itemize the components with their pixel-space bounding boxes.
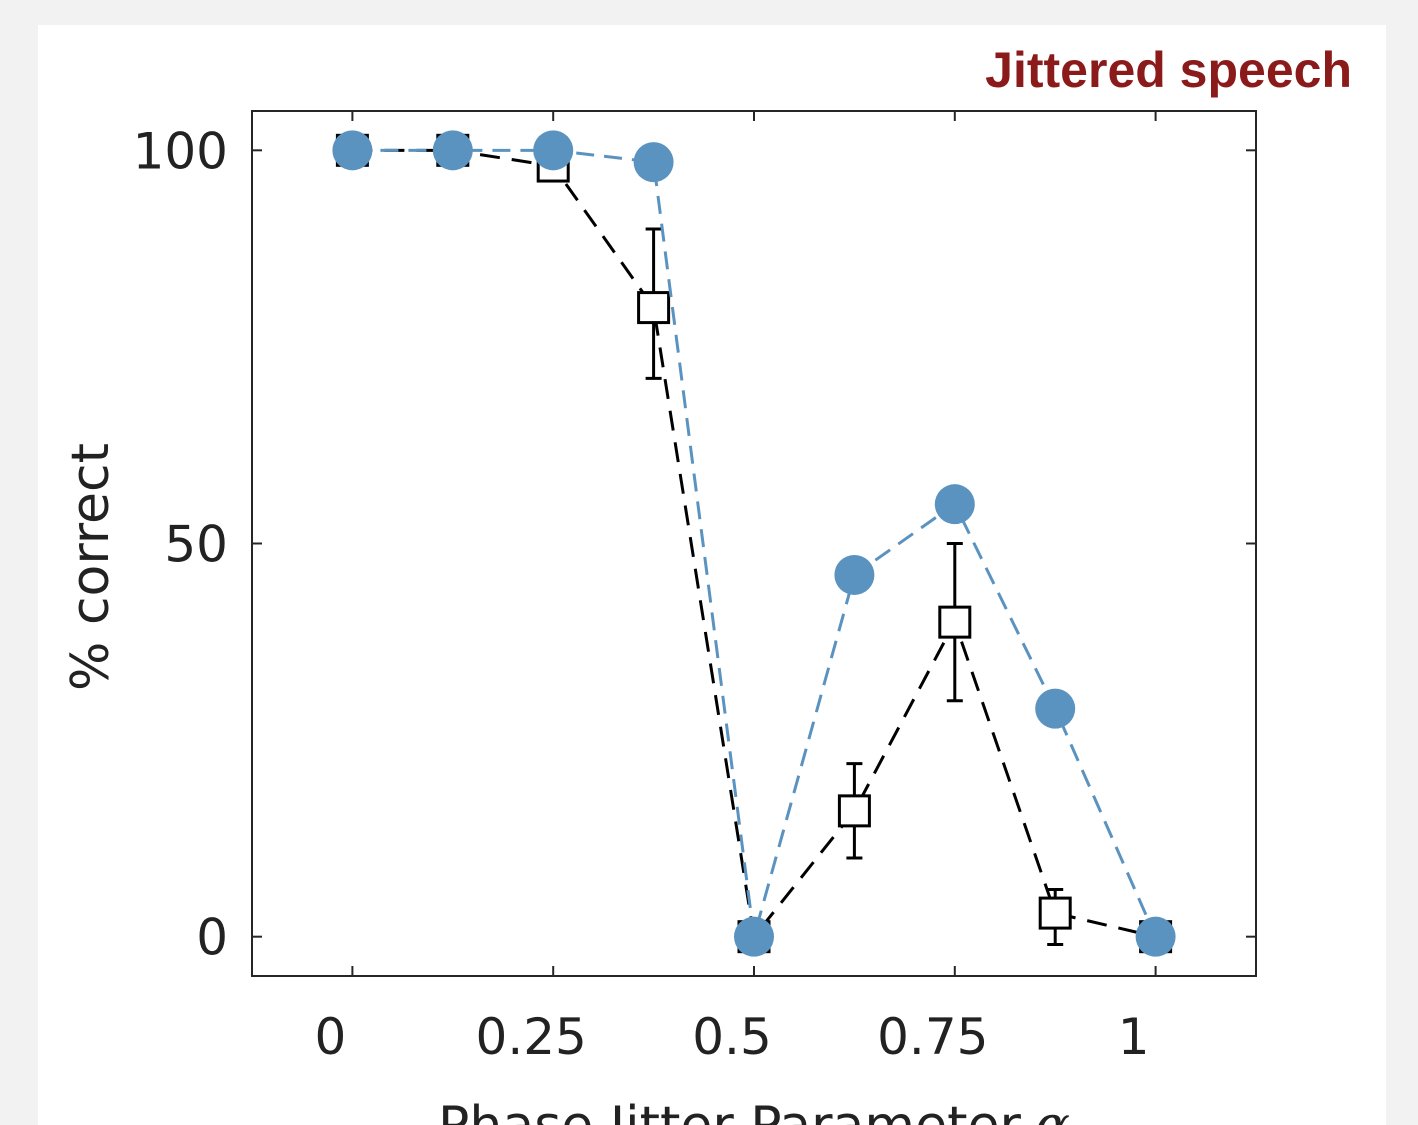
x-axis-label-text: Phase Jitter Parameter [438, 1096, 1021, 1125]
y-axis-label: % correct [61, 443, 121, 691]
circle-marker [633, 142, 674, 183]
x-tick-label: 0.75 [877, 1008, 988, 1066]
x-tick-label: 0 [314, 1008, 346, 1066]
circle-marker [432, 130, 473, 171]
series-0-line [352, 148, 1156, 941]
x-tick-label: 1 [1118, 1008, 1150, 1066]
plot-frame [251, 110, 1257, 977]
circle-marker [1035, 688, 1076, 729]
square-marker [938, 605, 972, 639]
figure-panel: Jittered speech 0 0.25 0.5 0.75 1 0 50 100 % co… [38, 25, 1386, 1125]
circle-marker [533, 130, 574, 171]
x-axis-label: Phase Jitter Parameter α [438, 1096, 1070, 1125]
square-marker [637, 291, 671, 325]
series-1-line [352, 148, 1157, 938]
circle-marker [1135, 916, 1176, 957]
chart: Jittered speech 0 0.25 0.5 0.75 1 0 50 100 % co… [61, 42, 1352, 1125]
alpha-symbol: α [1035, 1096, 1070, 1125]
y-tick-label: 50 [164, 516, 228, 574]
circle-marker [332, 130, 373, 171]
y-tick-label: 100 [133, 122, 228, 180]
circle-marker [734, 916, 774, 957]
circle-marker [834, 554, 875, 595]
y-tick-label: 0 [196, 909, 228, 967]
plot-series [332, 130, 1176, 957]
series-1 [332, 130, 1176, 957]
x-tick-label: 0.5 [692, 1008, 772, 1066]
chart-title: Jittered speech [985, 42, 1352, 98]
x-tick-label: 0.25 [476, 1008, 587, 1066]
axis-ticks: 0 0.25 0.5 0.75 1 0 50 100 [133, 111, 1256, 1066]
series-0 [335, 133, 1173, 954]
square-marker [1038, 896, 1072, 930]
circle-marker [934, 484, 975, 525]
square-marker [837, 794, 871, 828]
